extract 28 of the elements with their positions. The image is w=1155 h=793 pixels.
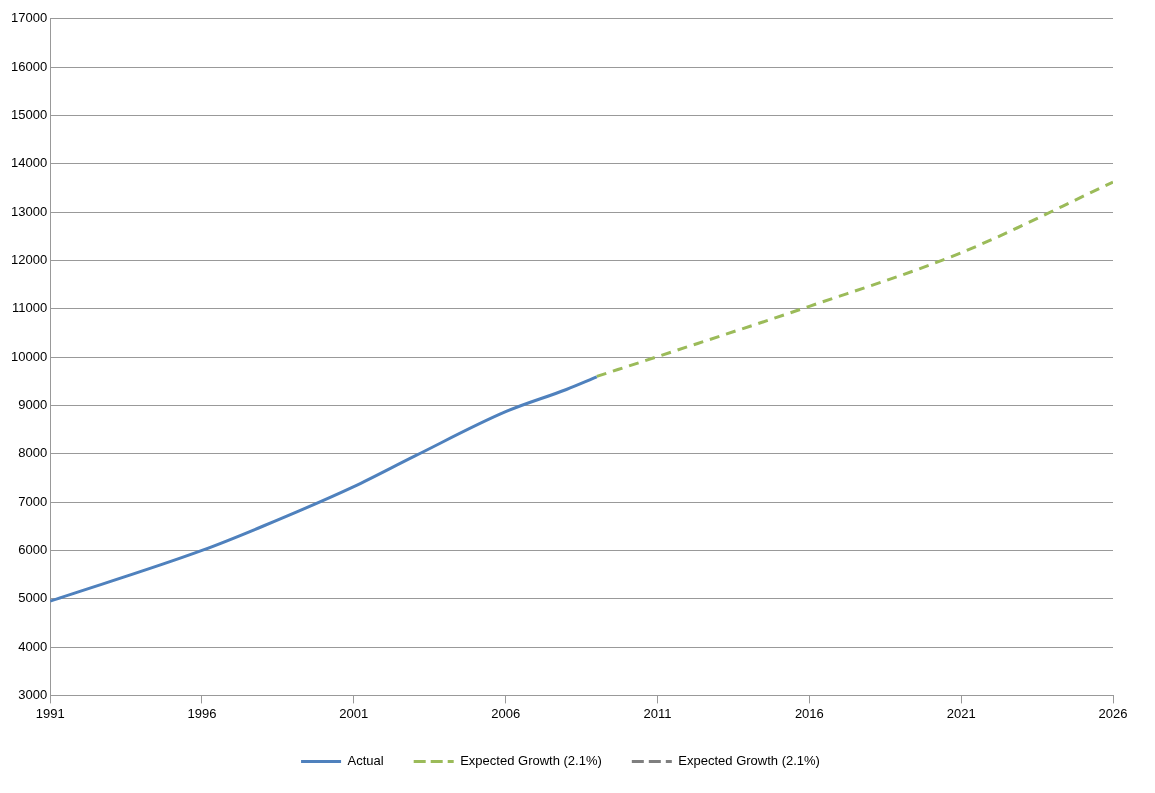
y-tick-label: 9000 [18,397,48,413]
x-tick-label: 2011 [643,705,672,721]
legend-label: Actual [347,753,384,769]
line-series [50,375,599,603]
y-tick-label: 10000 [10,348,48,364]
x-tick-label: 2021 [946,705,976,721]
y-tick-label: 14000 [10,155,48,171]
y-tick-label: 7000 [18,493,48,509]
y-tick-label: 11000 [11,300,48,316]
y-tick-label: 13000 [10,203,48,219]
x-tick-label: 2006 [491,705,521,721]
x-tick-label: 1991 [35,705,65,721]
y-tick-label: 15000 [10,107,48,123]
x-tick-label: 2026 [1098,705,1128,721]
x-tick-label: 2001 [339,705,369,721]
x-tick-label: 1996 [187,705,217,721]
line-series [595,180,1113,378]
y-tick-label: 12000 [10,252,48,268]
y-tick-label: 8000 [18,445,48,461]
y-tick-label: 3000 [18,686,48,702]
y-tick-label: 17000 [10,10,48,26]
legend-label: Expected Growth (2.1%) [460,753,602,769]
y-tick-label: 6000 [18,541,48,557]
y-tick-label: 5000 [18,590,48,606]
legend-label: Expected Growth (2.1%) [678,753,820,769]
y-tick-label: 16000 [10,58,48,74]
x-tick-label: 2016 [794,705,824,721]
y-tick-label: 4000 [18,638,48,654]
